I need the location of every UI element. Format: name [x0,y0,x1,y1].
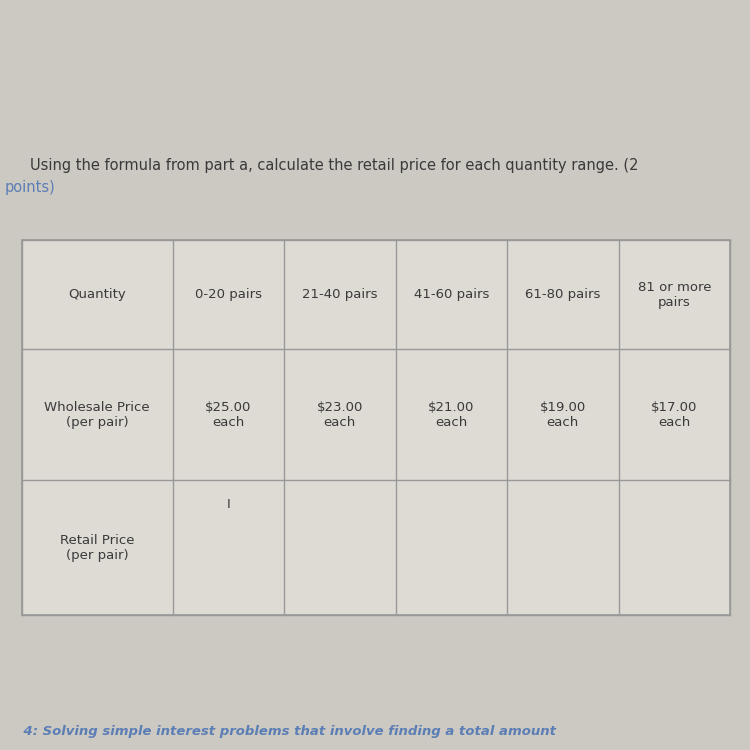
Text: 41-60 pairs: 41-60 pairs [413,288,489,301]
Text: $21.00
each: $21.00 each [428,400,475,429]
Text: 4: Solving simple interest problems that involve finding a total amount: 4: Solving simple interest problems that… [5,725,556,738]
Text: $19.00
each: $19.00 each [540,400,586,429]
Text: $23.00
each: $23.00 each [316,400,363,429]
Text: 81 or more
pairs: 81 or more pairs [638,280,711,309]
Text: $17.00
each: $17.00 each [651,400,698,429]
Text: Wholesale Price
(per pair): Wholesale Price (per pair) [44,400,150,429]
Text: 21-40 pairs: 21-40 pairs [302,288,377,301]
Bar [22,240,730,615]
Text: Using the formula from part a, calculate the retail price for each quantity rang: Using the formula from part a, calculate… [30,158,638,173]
Text: I: I [226,498,230,512]
Text: Quantity: Quantity [68,288,126,301]
Text: 61-80 pairs: 61-80 pairs [525,288,601,301]
Text: Retail Price
(per pair): Retail Price (per pair) [60,534,134,562]
Text: $25.00
each: $25.00 each [205,400,251,429]
Text: 0-20 pairs: 0-20 pairs [195,288,262,301]
Text: points): points) [5,180,55,195]
